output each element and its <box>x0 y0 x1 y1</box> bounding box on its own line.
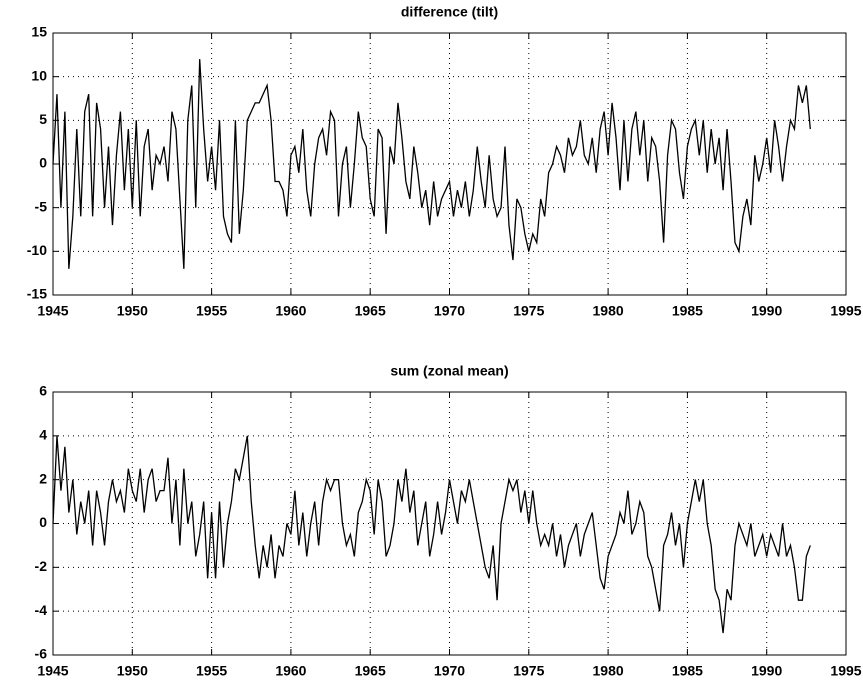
chart-title: difference (tilt) <box>401 4 498 20</box>
x-tick-label: 1995 <box>830 303 861 319</box>
x-tick-label: 1965 <box>355 663 386 679</box>
x-tick-label: 1985 <box>672 663 703 679</box>
data-line <box>52 59 811 269</box>
y-tick-label: 4 <box>39 427 47 443</box>
x-tick-label: 1980 <box>593 663 624 679</box>
x-tick-label: 1990 <box>751 663 782 679</box>
y-tick-label: -2 <box>35 558 48 574</box>
data-line <box>52 435 811 634</box>
y-tick-label: 0 <box>39 514 47 530</box>
x-tick-label: 1965 <box>355 303 386 319</box>
y-tick-label: 2 <box>39 470 47 486</box>
y-tick-label: -10 <box>27 242 47 258</box>
x-tick-label: 1950 <box>117 663 148 679</box>
x-tick-label: 1995 <box>830 663 861 679</box>
y-tick-label: -15 <box>27 286 47 302</box>
x-tick-label: 1945 <box>37 303 68 319</box>
x-tick-label: 1990 <box>751 303 782 319</box>
x-tick-label: 1985 <box>672 303 703 319</box>
x-tick-label: 1960 <box>275 663 306 679</box>
x-tick-label: 1975 <box>513 303 544 319</box>
x-tick-label: 1950 <box>117 303 148 319</box>
x-tick-label: 1955 <box>196 663 227 679</box>
x-tick-label: 1945 <box>37 663 68 679</box>
y-tick-label: -4 <box>35 602 48 618</box>
y-tick-label: -5 <box>35 198 48 214</box>
x-tick-label: 1970 <box>434 663 465 679</box>
y-tick-label: 10 <box>31 67 47 83</box>
x-tick-label: 1970 <box>434 303 465 319</box>
y-tick-label: 5 <box>39 111 47 127</box>
y-tick-label: 0 <box>39 155 47 171</box>
x-tick-label: 1975 <box>513 663 544 679</box>
x-tick-label: 1960 <box>275 303 306 319</box>
x-tick-label: 1980 <box>593 303 624 319</box>
y-tick-label: 15 <box>31 24 47 40</box>
x-tick-label: 1955 <box>196 303 227 319</box>
y-tick-label: 6 <box>39 383 47 399</box>
y-tick-label: -6 <box>35 646 48 662</box>
chart-title: sum (zonal mean) <box>390 363 508 379</box>
